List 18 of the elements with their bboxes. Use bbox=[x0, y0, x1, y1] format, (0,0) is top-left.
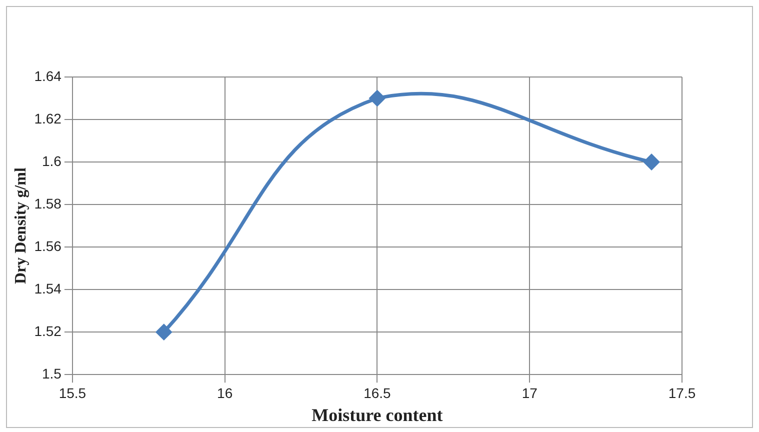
point bbox=[369, 90, 385, 106]
x-axis-title: Moisture content bbox=[312, 404, 443, 425]
y-tick-label: 1.52 bbox=[34, 322, 62, 339]
point bbox=[644, 154, 660, 170]
y-tick-label: 1.5 bbox=[42, 365, 62, 382]
y-axis-title: Dry Density g/ml bbox=[12, 167, 30, 284]
y-tick-label: 1.56 bbox=[34, 238, 62, 254]
x-tick-label: 16.5 bbox=[364, 384, 392, 401]
y-tick-label: 1.62 bbox=[34, 110, 62, 126]
y-tick-label: 1.58 bbox=[34, 195, 62, 212]
y-tick-label: 1.64 bbox=[34, 68, 62, 84]
y-tick-label: 1.54 bbox=[34, 280, 62, 296]
x-tick-label: 16 bbox=[217, 384, 233, 401]
x-tick-label: 17 bbox=[522, 384, 538, 401]
x-tick-label: 15.5 bbox=[58, 384, 86, 401]
y-tick-label: 1.6 bbox=[42, 152, 62, 169]
point bbox=[156, 324, 172, 340]
x-tick-label: 17.5 bbox=[668, 384, 696, 401]
